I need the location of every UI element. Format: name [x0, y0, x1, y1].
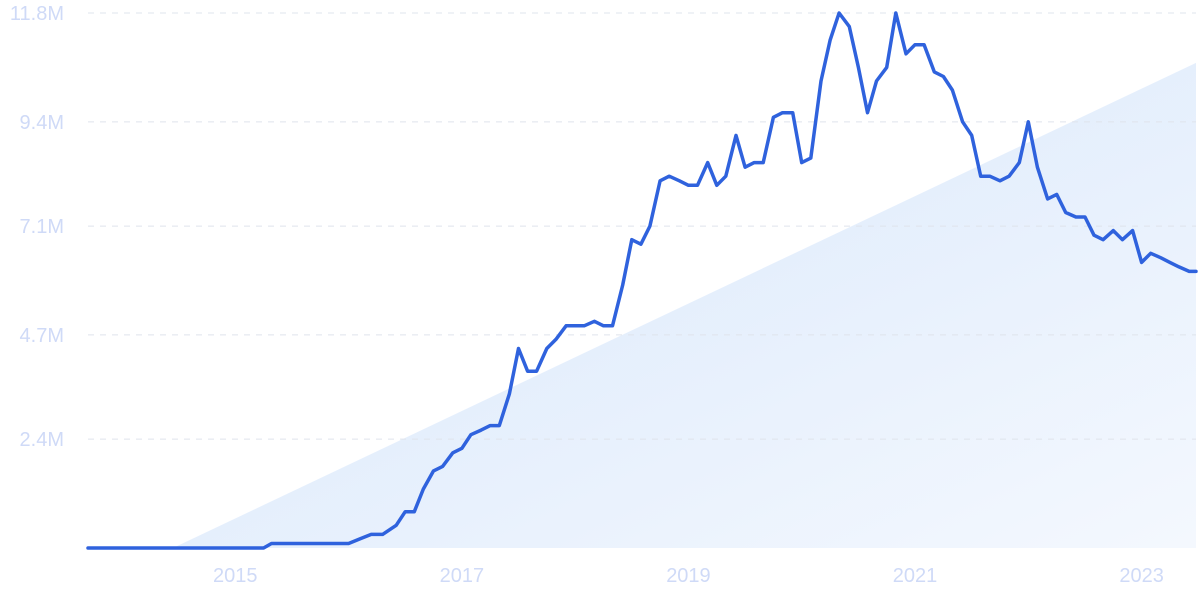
y-axis-tick-labels: 2.4M 4.7M 7.1M 9.4M 11.8M [10, 3, 64, 451]
series-line-layer [86, 11, 1198, 550]
series-line [86, 11, 1198, 550]
x-tick-label: 2019 [666, 565, 711, 587]
x-tick-label: 2017 [440, 565, 485, 587]
y-tick-label: 2.4M [20, 429, 64, 451]
trend-area [172, 62, 1196, 548]
y-tick-label: 4.7M [20, 325, 64, 347]
trend-area-layer [172, 62, 1196, 548]
y-tick-label: 7.1M [20, 216, 64, 238]
x-axis-tick-labels: 2015 2017 2019 2021 2023 [213, 565, 1164, 587]
x-tick-label: 2023 [1119, 565, 1164, 587]
gridlines-layer [88, 12, 1196, 440]
x-tick-label: 2015 [213, 565, 258, 587]
y-tick-label: 11.8M [10, 3, 64, 25]
x-tick-label: 2021 [893, 565, 938, 587]
y-tick-label: 9.4M [20, 112, 64, 134]
